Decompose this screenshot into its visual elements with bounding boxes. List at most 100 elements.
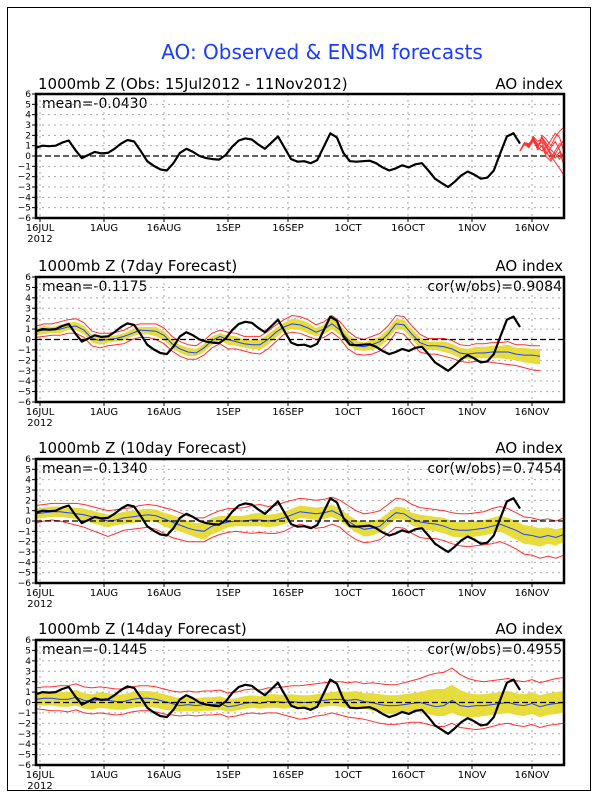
x-tick-label: 1NOV [458,770,487,781]
observed-ao-line [36,132,521,189]
x-tick-label: 1OCT [334,770,362,781]
plot-area [36,277,564,402]
correlation-label: cor(w/obs)=0.9084 [427,279,562,295]
y-tick-label: −4 [18,193,32,203]
x-tick-label: 1SEP [215,770,240,781]
x-tick-label: 16NOV [515,407,550,418]
panel-title: 1000mb Z (14day Forecast) [38,620,247,638]
y-tick-label: −5 [18,751,31,761]
x-tick-label: 16AUG [147,770,182,781]
x-tick-label: 16NOV [515,223,550,234]
plot-area [36,640,564,765]
y-tick-label: −1 [18,527,31,537]
y-tick-label: 0 [25,517,31,527]
ensemble-max-line [36,496,564,522]
y-tick-label: −3 [18,367,31,377]
y-tick-label: −5 [18,569,31,579]
x-tick-year-label: 2012 [27,418,52,429]
x-tick-label: 1NOV [458,588,487,599]
panel-right-label: AO index [495,257,563,275]
x-tick-label: 16OCT [391,588,426,599]
panel-title: 1000mb Z (7day Forecast) [38,257,237,275]
y-tick-label: 3 [25,121,31,131]
ensemble-spread-band [36,504,564,547]
ensemble-min-line [36,331,541,372]
correlation-label: cor(w/obs)=0.4955 [427,642,562,658]
forecast-member-line [519,132,564,154]
x-tick-label: 16JUL [26,770,55,781]
y-tick-label: 2 [25,315,31,325]
observed-ao-line [36,497,521,554]
x-tick-label: 1AUG [90,407,118,418]
y-tick-label: 4 [25,294,31,304]
y-tick-label: 6 [25,636,31,646]
y-tick-label: −3 [18,183,31,193]
ensemble-spread-band [36,318,540,365]
panel-title: 1000mb Z (Obs: 15Jul2012 - 11Nov2012) [38,75,348,93]
y-tick-label: −6 [18,761,32,771]
y-tick-label: 6 [25,455,31,465]
x-tick-label: 16SEP [272,770,303,781]
x-tick-label: 16AUG [147,588,182,599]
y-tick-label: −3 [18,548,31,558]
x-tick-label: 16AUG [147,407,182,418]
observed-ao-line [36,315,521,372]
x-tick-year-label: 2012 [27,781,52,792]
y-tick-label: −5 [18,204,31,214]
y-tick-label: −4 [18,377,32,387]
mean-label: mean=-0.1175 [42,279,147,295]
panel-observed: 1000mb Z (Obs: 15Jul2012 - 11Nov2012) AO… [18,75,566,245]
forecast-member-line [519,138,564,161]
x-tick-label: 16NOV [515,588,550,599]
panel-right-label: AO index [495,439,563,457]
y-tick-label: 4 [25,476,31,486]
ensemble-min-line [36,519,564,559]
y-tick-label: 1 [25,142,31,152]
ensemble-mean-line [36,323,541,357]
y-tick-label: −1 [18,162,31,172]
y-tick-label: −6 [18,398,32,408]
y-tick-label: 3 [25,667,31,677]
ensemble-min-line [36,708,564,731]
x-tick-label: 1OCT [334,223,362,234]
observed-ao-line [36,678,521,735]
y-tick-label: −2 [18,173,31,183]
y-tick-label: −1 [18,709,31,719]
x-tick-label: 16JUL [26,588,55,599]
y-tick-label: −5 [18,388,31,398]
y-tick-label: 5 [25,283,31,293]
y-tick-label: −1 [18,346,31,356]
y-tick-label: −3 [18,730,31,740]
panel-10day-forecast: 1000mb Z (10day Forecast) AO index mean=… [18,439,566,610]
x-tick-label: 16OCT [391,770,426,781]
y-tick-label: −4 [18,558,32,568]
y-tick-label: 3 [25,486,31,496]
x-tick-label: 1OCT [334,588,362,599]
y-tick-label: 2 [25,496,31,506]
x-tick-label: 16JUL [26,223,55,234]
x-tick-label: 1NOV [458,407,487,418]
x-tick-label: 1OCT [334,407,362,418]
y-tick-label: 5 [25,100,31,110]
y-tick-label: 4 [25,657,31,667]
x-tick-label: 16SEP [272,588,303,599]
x-tick-label: 1AUG [90,223,118,234]
y-tick-label: 2 [25,678,31,688]
plot-area [36,94,564,218]
mean-label: mean=-0.1445 [42,642,147,658]
x-tick-label: 1SEP [215,223,240,234]
y-tick-label: −2 [18,356,31,366]
figure-border [7,7,591,791]
panel-right-label: AO index [495,620,563,638]
x-tick-label: 16SEP [272,223,303,234]
chart-title: AO: Observed & ENSM forecasts [161,40,483,64]
x-tick-label: 16SEP [272,407,303,418]
panel-right-label: AO index [495,75,563,93]
x-tick-label: 16NOV [515,770,550,781]
x-tick-year-label: 2012 [27,599,52,610]
y-tick-label: 0 [25,152,31,162]
y-tick-label: 4 [25,111,31,121]
y-tick-label: −2 [18,538,31,548]
panel-title: 1000mb Z (10day Forecast) [38,439,247,457]
y-tick-label: 5 [25,646,31,656]
